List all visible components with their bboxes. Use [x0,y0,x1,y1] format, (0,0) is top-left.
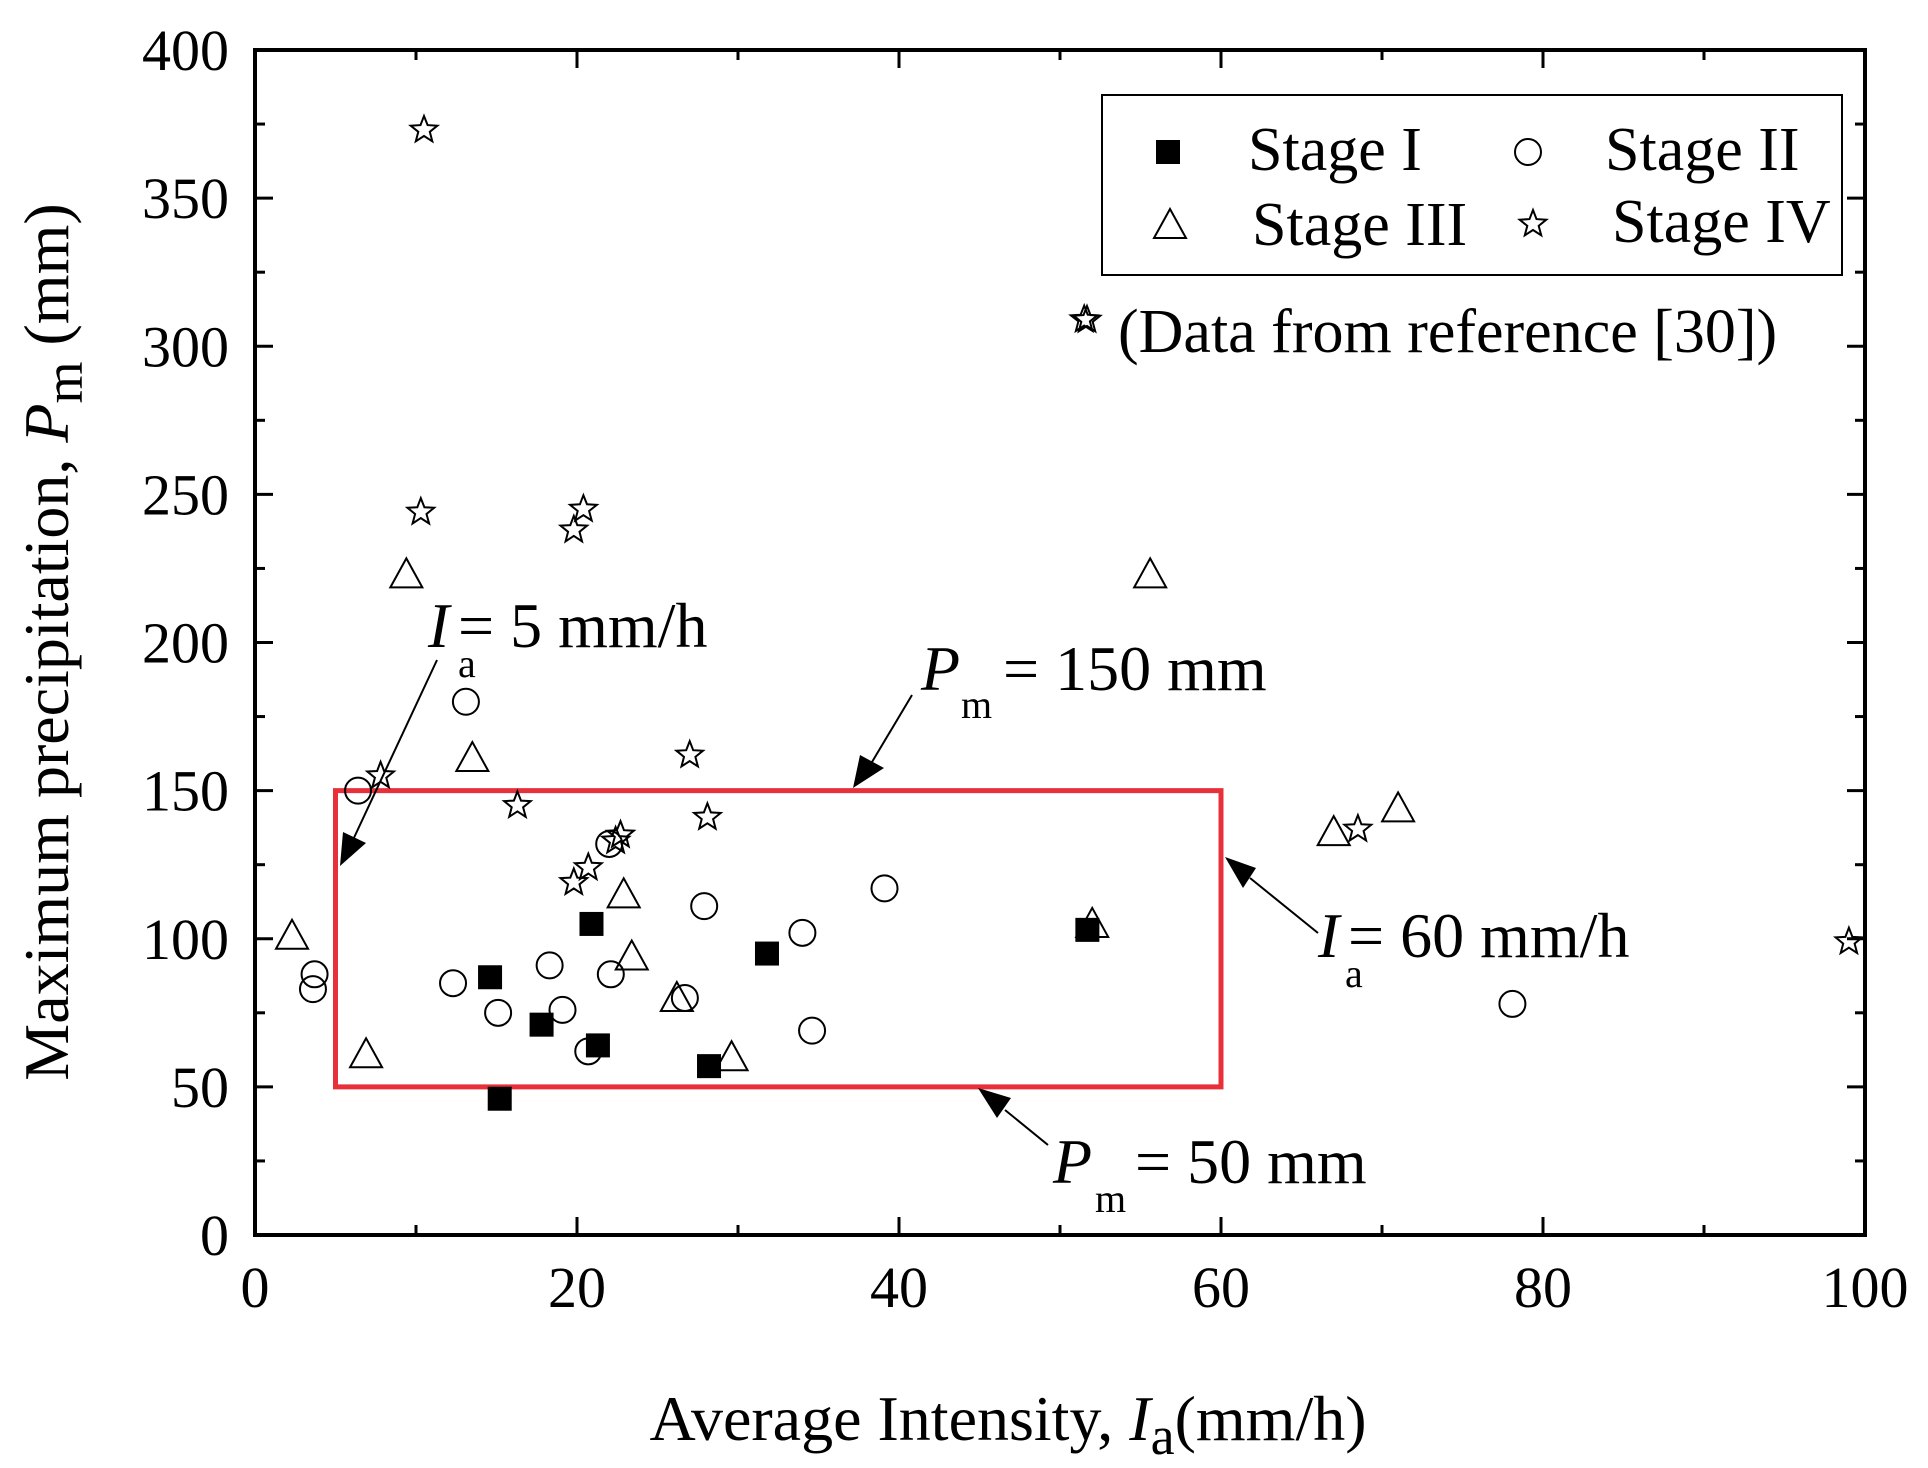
y-tick-label: 400 [142,18,229,83]
reference-note: (Data from reference [30]) [1118,298,1777,366]
data-point-stage-iv [557,513,590,544]
data-point-stage-iii [713,1039,750,1072]
legend-marker-stage-2 [1514,138,1542,166]
x-axis-label: Average Intensity, Ia(mm/h) [649,1383,1366,1466]
data-point-stage-ii [595,829,624,858]
data-point-stage-iv [501,788,534,820]
data-point-stage-iii [1316,814,1352,847]
legend-marker-stage-3 [1152,206,1188,239]
data-point-stage-iv [404,495,437,526]
annotation-ia-60: I a = 60 mm/h [1225,857,1629,996]
x-tick-label: 40 [870,1255,928,1320]
svg-text:I: I [1317,900,1342,971]
data-point-stage-iii [348,1036,384,1069]
legend-marker-stage-4 [1517,207,1549,238]
x-tick-label: 20 [548,1255,606,1320]
legend-markers [1071,138,1549,334]
data-point-stage-iv [691,800,724,831]
svg-text:I: I [427,590,452,661]
y-tick-label: 250 [142,462,229,527]
y-tick-label: 200 [142,611,229,676]
y-axis-label: Maximum precipitation, Pm (mm) [11,203,94,1080]
legend-label-stage-3: Stage III [1252,191,1467,259]
data-point-stage-ii [298,975,327,1004]
data-point-stage-ii [535,951,564,980]
data-point-stage-iii [605,876,642,909]
data-point-stage-iv [1341,812,1374,843]
annotation-ia-5-sub: a [458,641,476,686]
data-point-stage-ii [451,687,480,716]
reference-note-star-icon [1071,303,1103,334]
data-point-stage-ii [690,892,719,921]
data-point-stage-ii [670,984,699,1012]
x-tick-label: 0 [241,1255,270,1320]
data-point-stage-ii [484,998,513,1027]
threshold-box [333,788,1224,1090]
legend-label-stage-4: Stage IV [1612,188,1831,256]
annotation-pm-150-sub: m [961,682,992,727]
y-tick-label: 150 [142,759,229,824]
data-point-stage-iii [454,739,491,773]
data-point-stage-ii [798,1016,827,1045]
data-point-stage-i [697,1054,722,1079]
data-point-stage-iv [557,865,590,897]
data-point-stage-i [1075,917,1100,942]
data-point-stage-iii [1380,790,1416,823]
data-point-stage-iv [572,850,605,882]
x-tick-label: 100 [1822,1255,1909,1320]
legend-box [1101,94,1843,276]
data-point-stage-iv [567,492,600,523]
data-point-stage-ii [439,969,468,998]
y-tick-label: 300 [142,314,229,379]
data-point-stage-iii [659,979,695,1012]
data-point-stage-i [478,965,503,990]
points-layer [274,113,1865,1111]
legend-label-stage-1: Stage I [1248,116,1422,184]
annotation-pm-50-text: = 50 mm [1135,1126,1367,1197]
data-point-stage-ii [788,918,817,947]
y-tick-label: 50 [171,1055,229,1120]
y-tick-label: 0 [200,1203,229,1268]
data-point-stage-iii [388,556,425,589]
y-tick-label: 100 [142,907,229,972]
svg-text:P: P [1052,1126,1092,1197]
data-point-stage-iv [364,758,397,790]
annotation-pm-150-text: = 150 mm [1003,633,1267,704]
data-point-stage-ii [548,995,577,1024]
svg-text:P: P [920,633,960,704]
legend-marker-stage-1 [1156,140,1180,164]
legend: Stage I Stage II Stage III Stage IV [1071,94,1843,334]
data-point-stage-iii [614,938,650,971]
data-point-stage-iv [673,738,706,769]
y-tick-label: 350 [142,166,229,231]
data-point-stage-ii [596,960,625,989]
annotation-ia-60-sub: a [1345,951,1363,996]
x-tick-label: 60 [1192,1255,1250,1320]
data-point-stage-ii [344,776,373,805]
data-point-stage-i [487,1086,512,1111]
annotation-pm-50-sub: m [1095,1176,1126,1221]
data-point-stage-i [585,1033,610,1058]
x-tick-label: 80 [1514,1255,1572,1320]
ticks-layer: 0 20 40 60 80 100 0 50 100 150 200 250 300 350 400 [142,18,1909,1320]
data-point-stage-iv [408,113,441,144]
annotation-pm-50: P m = 50 mm [978,1088,1367,1221]
data-point-stage-ii [300,960,329,989]
data-point-stage-i [579,911,604,936]
data-point-stage-iii [274,917,310,950]
data-point-stage-i [754,941,779,966]
data-point-stage-iii [1132,556,1168,589]
annotation-pm-150: P m = 150 mm [853,633,1267,788]
data-point-stage-iv [1832,924,1865,956]
annotation-ia-5: I a = 5 mm/h [340,590,707,866]
data-point-stage-ii [1498,989,1527,1018]
data-point-stage-ii [870,874,899,903]
data-point-stage-i [529,1012,554,1037]
legend-label-stage-2: Stage II [1605,116,1800,184]
annotation-ia-5-text: = 5 mm/h [458,590,707,661]
annotation-ia-60-text: = 60 mm/h [1348,900,1629,971]
